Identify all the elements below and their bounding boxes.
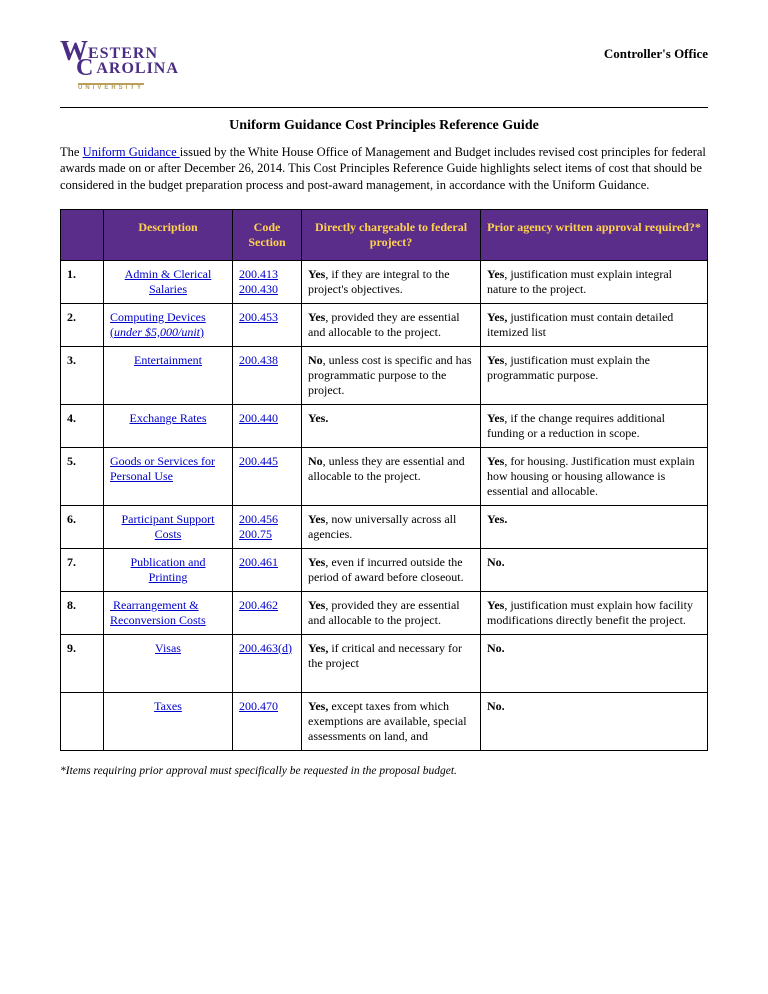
row-chargeable: Yes. [302, 404, 481, 447]
row-chargeable: Yes, provided they are essential and all… [302, 303, 481, 346]
row-chargeable: Yes, provided they are essential and all… [302, 591, 481, 634]
col-header-blank [61, 209, 104, 260]
row-number: 5. [61, 447, 104, 505]
header-divider [60, 107, 708, 108]
row-chargeable: Yes, if critical and necessary for the p… [302, 634, 481, 692]
logo-letter-c: C [76, 58, 94, 78]
university-logo: WESTERN CAROLINA UNIVERSITY [60, 40, 210, 95]
col-header-chargeable: Directly chargeable to federal project? [302, 209, 481, 260]
table-row: 9.Visas200.463(d)Yes, if critical and ne… [61, 634, 708, 692]
row-chargeable: Yes, now universally across all agencies… [302, 505, 481, 548]
row-code-section[interactable]: 200.438 [233, 346, 302, 404]
row-number: 3. [61, 346, 104, 404]
row-description[interactable]: Visas [104, 634, 233, 692]
row-number: 2. [61, 303, 104, 346]
cost-principles-table: Description Code Section Directly charge… [60, 209, 708, 751]
row-approval: No. [481, 692, 708, 750]
row-number: 8. [61, 591, 104, 634]
row-chargeable: No, unless they are essential and alloca… [302, 447, 481, 505]
col-header-approval: Prior agency written approval required?* [481, 209, 708, 260]
table-row: 4.Exchange Rates200.440Yes.Yes, if the c… [61, 404, 708, 447]
row-code-section[interactable]: 200.445 [233, 447, 302, 505]
row-number [61, 692, 104, 750]
row-code-section[interactable]: 200.456200.75 [233, 505, 302, 548]
row-description[interactable]: Taxes [104, 692, 233, 750]
row-description[interactable]: Publication andPrinting [104, 548, 233, 591]
row-approval: Yes, for housing. Justification must exp… [481, 447, 708, 505]
row-chargeable: Yes, if they are integral to the project… [302, 260, 481, 303]
row-number: 7. [61, 548, 104, 591]
table-row: 6.Participant Support Costs200.456200.75… [61, 505, 708, 548]
row-description[interactable]: Computing Devices(under $5,000/unit) [104, 303, 233, 346]
page-header: WESTERN CAROLINA UNIVERSITY Controller's… [60, 40, 708, 95]
row-approval: No. [481, 634, 708, 692]
row-approval: Yes, justification must explain the prog… [481, 346, 708, 404]
row-number: 6. [61, 505, 104, 548]
document-page: WESTERN CAROLINA UNIVERSITY Controller's… [0, 0, 768, 807]
row-number: 1. [61, 260, 104, 303]
row-description[interactable]: Exchange Rates [104, 404, 233, 447]
page-title: Uniform Guidance Cost Principles Referen… [60, 118, 708, 134]
table-row: 1.Admin & Clerical Salaries200.413200.43… [61, 260, 708, 303]
col-header-description: Description [104, 209, 233, 260]
row-chargeable: Yes, even if incurred outside the period… [302, 548, 481, 591]
table-row: 8. Rearrangement & Reconversion Costs200… [61, 591, 708, 634]
row-code-section[interactable]: 200.463(d) [233, 634, 302, 692]
row-approval: Yes, if the change requires additional f… [481, 404, 708, 447]
row-code-section[interactable]: 200.461 [233, 548, 302, 591]
row-approval: Yes, justification must contain detailed… [481, 303, 708, 346]
row-description[interactable]: Rearrangement & Reconversion Costs [104, 591, 233, 634]
table-row: 2.Computing Devices(under $5,000/unit)20… [61, 303, 708, 346]
row-description[interactable]: Goods or Services for Personal Use [104, 447, 233, 505]
row-approval: Yes. [481, 505, 708, 548]
uniform-guidance-link[interactable]: Uniform Guidance [83, 145, 180, 159]
intro-paragraph: The Uniform Guidance issued by the White… [60, 144, 708, 193]
intro-prefix: The [60, 145, 83, 159]
table-header-row: Description Code Section Directly charge… [61, 209, 708, 260]
footnote: *Items requiring prior approval must spe… [60, 765, 708, 777]
row-number: 4. [61, 404, 104, 447]
logo-subtext: UNIVERSITY [78, 83, 144, 91]
row-chargeable: No, unless cost is specific and has prog… [302, 346, 481, 404]
row-code-section[interactable]: 200.440 [233, 404, 302, 447]
row-approval: Yes, justification must explain integral… [481, 260, 708, 303]
row-number: 9. [61, 634, 104, 692]
row-code-section[interactable]: 200.470 [233, 692, 302, 750]
row-code-section[interactable]: 200.413200.430 [233, 260, 302, 303]
row-approval: No. [481, 548, 708, 591]
row-description[interactable]: Admin & Clerical Salaries [104, 260, 233, 303]
office-label: Controller's Office [604, 46, 708, 62]
logo-text-arolina: AROLINA [96, 60, 179, 77]
row-description[interactable]: Participant Support Costs [104, 505, 233, 548]
row-description[interactable]: Entertainment [104, 346, 233, 404]
table-row: 3.Entertainment200.438No, unless cost is… [61, 346, 708, 404]
row-code-section[interactable]: 200.462 [233, 591, 302, 634]
table-row: Taxes200.470Yes, except taxes from which… [61, 692, 708, 750]
row-chargeable: Yes, except taxes from which exemptions … [302, 692, 481, 750]
table-row: 7.Publication andPrinting200.461Yes, eve… [61, 548, 708, 591]
col-header-code: Code Section [233, 209, 302, 260]
row-code-section[interactable]: 200.453 [233, 303, 302, 346]
table-row: 5.Goods or Services for Personal Use200.… [61, 447, 708, 505]
row-approval: Yes, justification must explain how faci… [481, 591, 708, 634]
